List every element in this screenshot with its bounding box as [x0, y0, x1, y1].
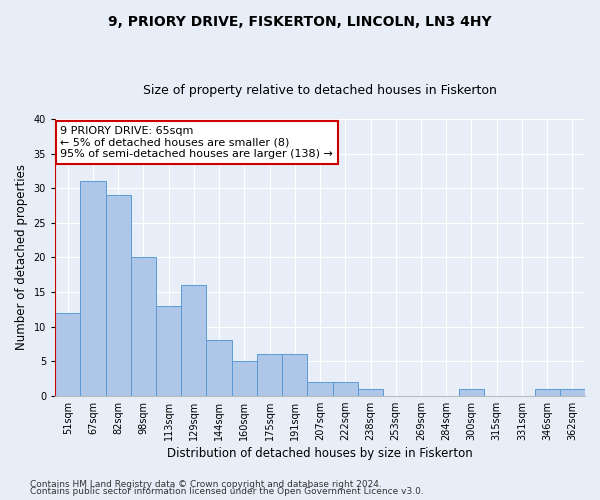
Text: Contains public sector information licensed under the Open Government Licence v3: Contains public sector information licen… — [30, 487, 424, 496]
Bar — [55, 312, 80, 396]
Bar — [106, 195, 131, 396]
Bar — [131, 258, 156, 396]
Bar — [282, 354, 307, 396]
Bar — [206, 340, 232, 396]
Bar — [535, 389, 560, 396]
Bar — [459, 389, 484, 396]
Text: Contains HM Land Registry data © Crown copyright and database right 2024.: Contains HM Land Registry data © Crown c… — [30, 480, 382, 489]
Bar — [181, 285, 206, 396]
Bar — [307, 382, 332, 396]
Bar — [80, 182, 106, 396]
Bar — [358, 389, 383, 396]
Text: 9 PRIORY DRIVE: 65sqm
← 5% of detached houses are smaller (8)
95% of semi-detach: 9 PRIORY DRIVE: 65sqm ← 5% of detached h… — [61, 126, 333, 159]
Y-axis label: Number of detached properties: Number of detached properties — [15, 164, 28, 350]
Bar — [560, 389, 585, 396]
Bar — [257, 354, 282, 396]
X-axis label: Distribution of detached houses by size in Fiskerton: Distribution of detached houses by size … — [167, 447, 473, 460]
Bar — [332, 382, 358, 396]
Bar — [232, 361, 257, 396]
Bar — [156, 306, 181, 396]
Title: Size of property relative to detached houses in Fiskerton: Size of property relative to detached ho… — [143, 84, 497, 97]
Text: 9, PRIORY DRIVE, FISKERTON, LINCOLN, LN3 4HY: 9, PRIORY DRIVE, FISKERTON, LINCOLN, LN3… — [108, 15, 492, 29]
